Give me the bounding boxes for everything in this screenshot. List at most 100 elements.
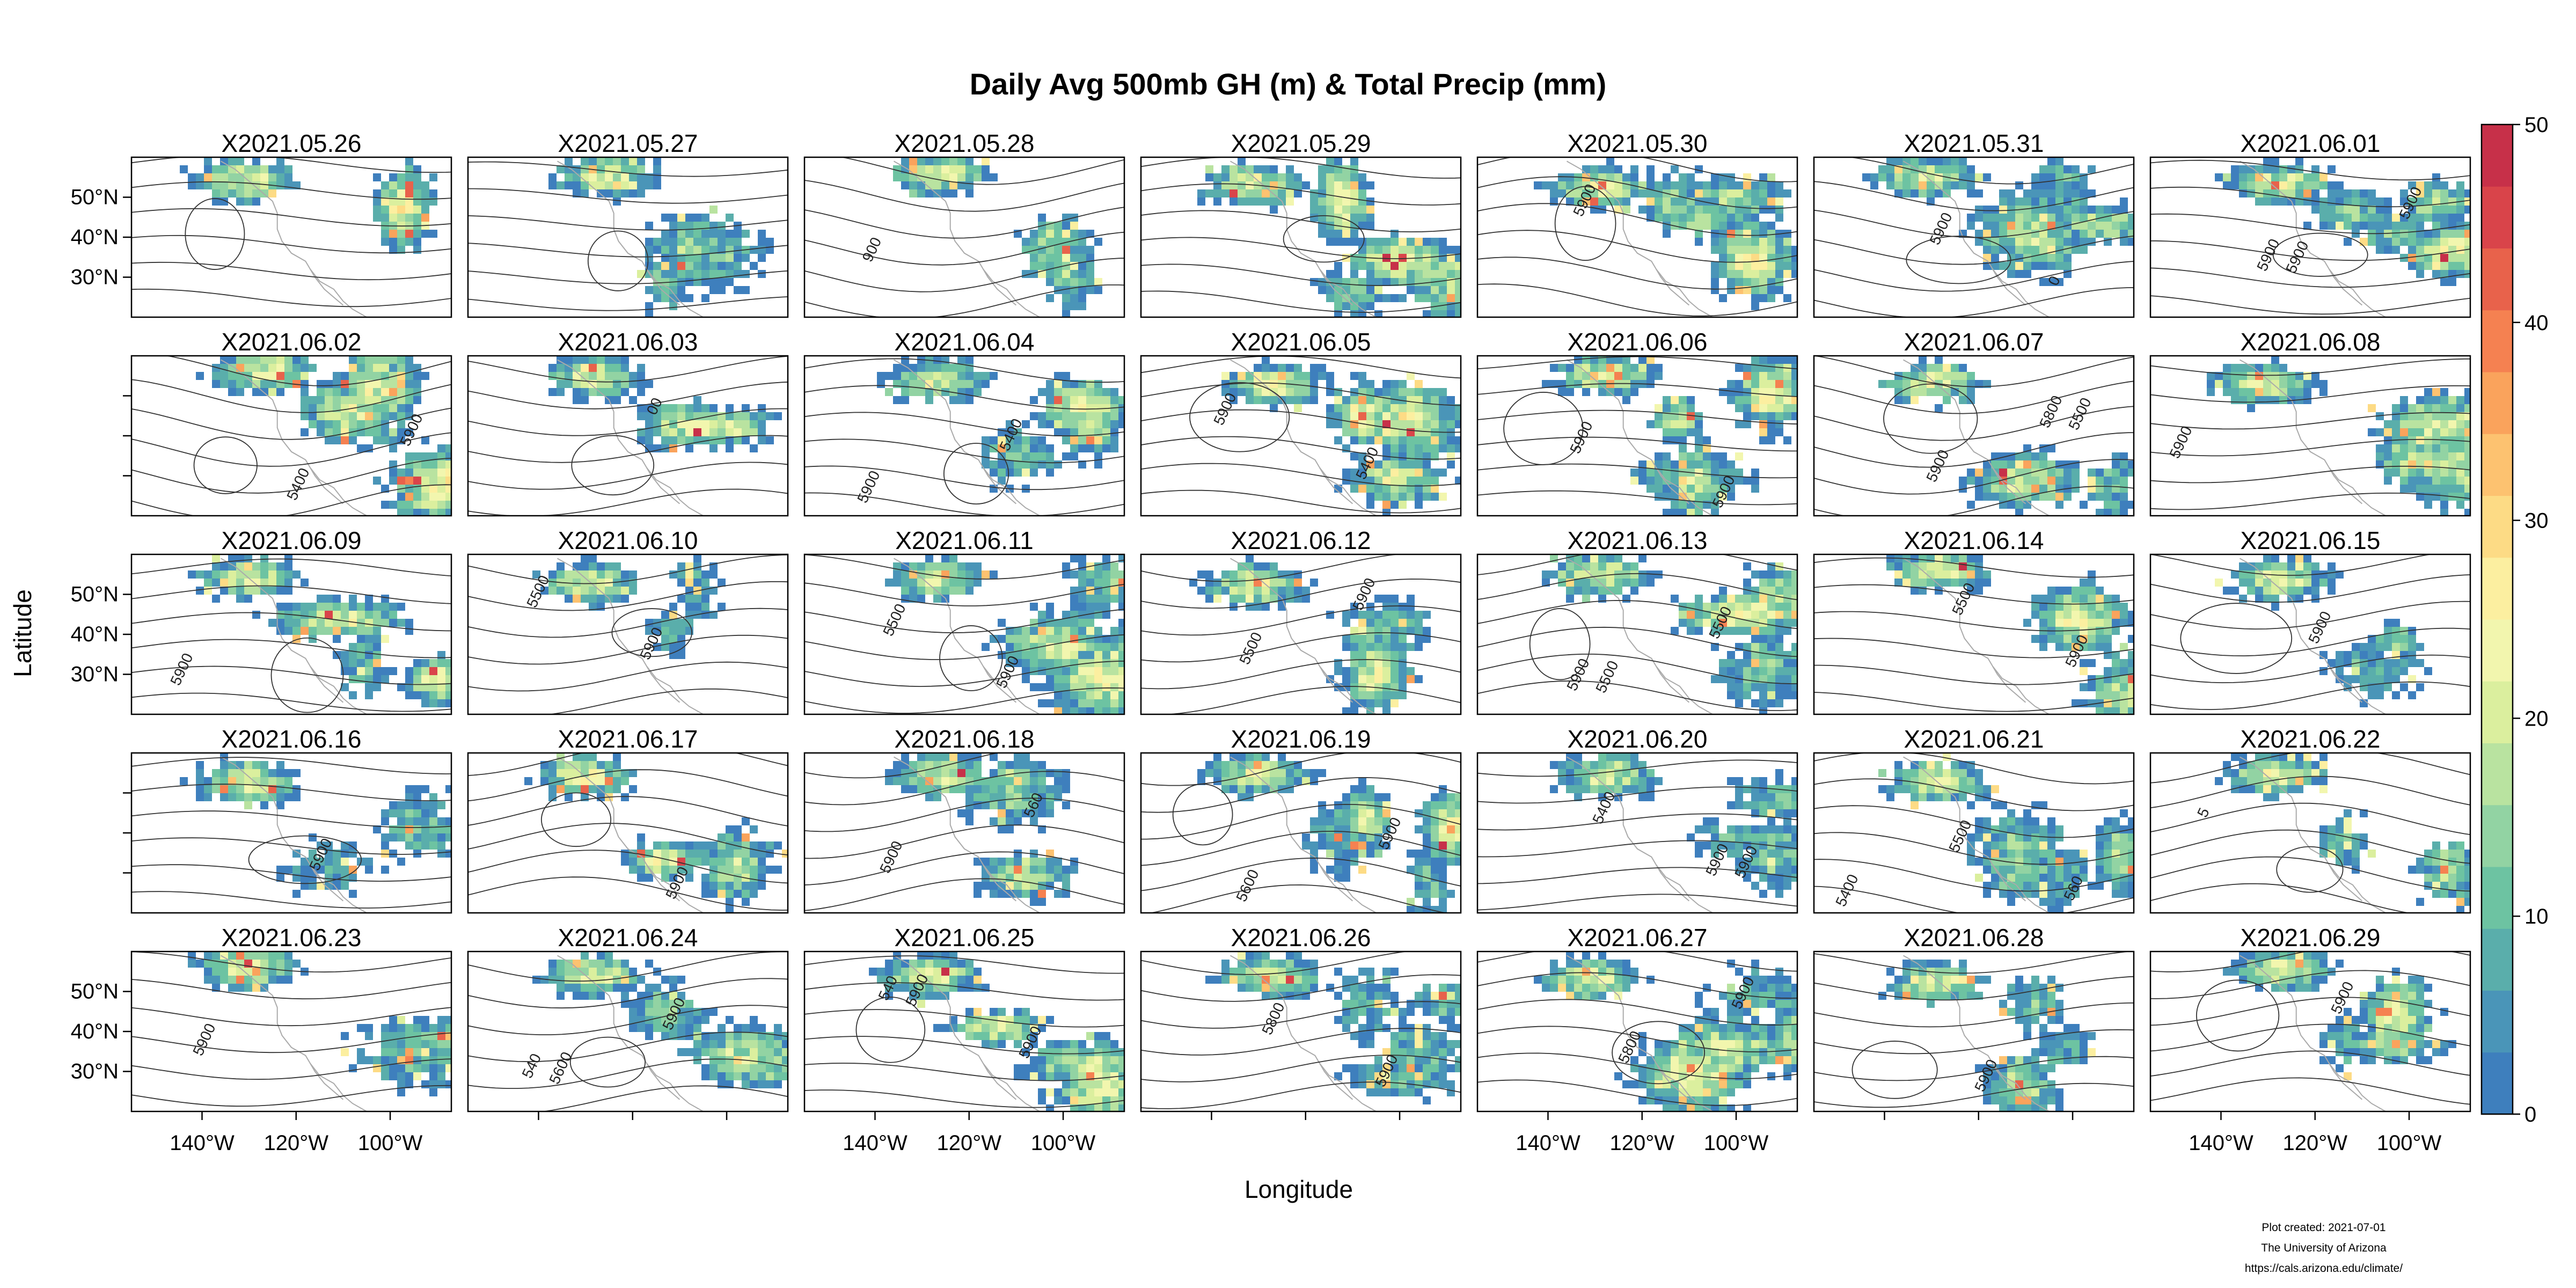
- gh-contour: [468, 243, 788, 258]
- precip-cell: [1238, 388, 1246, 396]
- precip-cell: [244, 587, 252, 595]
- precip-cell: [1711, 238, 1719, 246]
- precip-cell: [2247, 404, 2255, 412]
- precip-cell: [1759, 595, 1767, 603]
- coastline: [894, 160, 1040, 317]
- precip-cell: [268, 769, 276, 777]
- precip-cell: [220, 769, 228, 777]
- precip-cell: [2072, 460, 2080, 469]
- gh-contour: [1141, 183, 1461, 206]
- precip-cell: [1735, 380, 1743, 388]
- precip-cell: [1791, 595, 1797, 603]
- precip-cell: [2456, 262, 2464, 270]
- precip-cell: [1374, 619, 1382, 627]
- precip-cell: [2007, 469, 2015, 477]
- precip-cell: [1711, 477, 1719, 485]
- precip-cell: [597, 579, 605, 587]
- precip-cell: [1102, 683, 1110, 691]
- precip-cell: [1078, 691, 1086, 699]
- precip-cell: [2039, 254, 2047, 262]
- precip-cell: [1374, 635, 1382, 643]
- precip-cell: [565, 761, 573, 769]
- precip-cell: [1423, 635, 1431, 643]
- precip-cell: [421, 189, 429, 197]
- precip-cell: [2311, 181, 2319, 189]
- gh-contour: [1814, 557, 2134, 578]
- precip-cell: [1262, 173, 1270, 181]
- precip-cell: [1622, 189, 1630, 197]
- precip-cell: [581, 587, 589, 595]
- precip-cell: [2112, 501, 2120, 509]
- gh-contour: [1141, 382, 1461, 406]
- precip-cell: [1759, 230, 1767, 238]
- precip-cell: [1951, 562, 1959, 570]
- precip-cell: [669, 428, 677, 436]
- precip-cell: [901, 595, 909, 603]
- precip-cell: [1342, 302, 1350, 310]
- precip-cell: [1655, 197, 1663, 206]
- precip-cell: [1870, 173, 1878, 181]
- precip-cell: [1006, 801, 1014, 809]
- precip-cell: [1902, 570, 1911, 579]
- precip-cell: [718, 222, 726, 230]
- precip-cell: [1743, 396, 1751, 404]
- precip-cell: [1078, 412, 1086, 420]
- precip-cell: [1759, 270, 1767, 278]
- precip-cell: [2456, 396, 2464, 404]
- precip-cell: [974, 372, 982, 380]
- coastline: [310, 467, 344, 504]
- precip-cell: [1350, 627, 1358, 635]
- precip-cell: [381, 230, 389, 238]
- precip-cell: [317, 627, 325, 635]
- precip-cell: [1391, 262, 1399, 270]
- precip-cell: [1759, 222, 1767, 230]
- precip-cell: [1342, 165, 1350, 173]
- precip-cell: [1342, 683, 1350, 691]
- precip-cell: [589, 579, 597, 587]
- precip-cell: [1102, 428, 1110, 436]
- precip-cell: [2263, 380, 2271, 388]
- precip-cell: [742, 858, 750, 866]
- precip-cell: [1775, 262, 1783, 270]
- precip-cell: [2015, 181, 2023, 189]
- precip-cell: [669, 302, 677, 310]
- precip-cell: [742, 850, 750, 858]
- precip-cell: [1423, 294, 1431, 302]
- precip-cell: [589, 595, 597, 603]
- precip-cell: [2456, 493, 2464, 501]
- precip-cell: [677, 562, 685, 570]
- precip-cell: [949, 380, 957, 388]
- precip-cell: [445, 699, 451, 707]
- precip-cell: [349, 611, 357, 619]
- coastline: [1992, 467, 2026, 504]
- precip-cell: [1911, 189, 1919, 197]
- precip-cell: [349, 420, 357, 428]
- precip-cell: [2432, 452, 2440, 460]
- precip-cell: [2128, 659, 2134, 667]
- precip-cell: [2408, 214, 2416, 222]
- precip-cell: [2239, 388, 2247, 396]
- precip-cell: [693, 850, 701, 858]
- precip-cell: [373, 436, 381, 444]
- precip-cell: [2031, 246, 2039, 254]
- precip-cell: [2023, 501, 2031, 509]
- gh-contour: [468, 462, 788, 490]
- precip-cell: [1927, 157, 1935, 165]
- precip-cell: [677, 858, 685, 866]
- precip-cell: [1407, 262, 1415, 270]
- precip-cell: [1775, 683, 1783, 691]
- precip-cell: [2039, 222, 2047, 230]
- precip-cell: [437, 699, 445, 707]
- precip-cell: [1542, 570, 1550, 579]
- precip-cell: [365, 858, 373, 866]
- precip-cell: [2360, 651, 2368, 659]
- precip-cell: [1630, 388, 1638, 396]
- precip-cell: [1566, 364, 1574, 372]
- precip-cell: [2392, 469, 2400, 477]
- precip-cell: [373, 356, 381, 364]
- precip-cell: [2072, 611, 2080, 619]
- precip-cell: [1679, 412, 1687, 420]
- precip-cell: [669, 230, 677, 238]
- precip-cell: [1030, 444, 1038, 452]
- precip-cell: [2239, 364, 2247, 372]
